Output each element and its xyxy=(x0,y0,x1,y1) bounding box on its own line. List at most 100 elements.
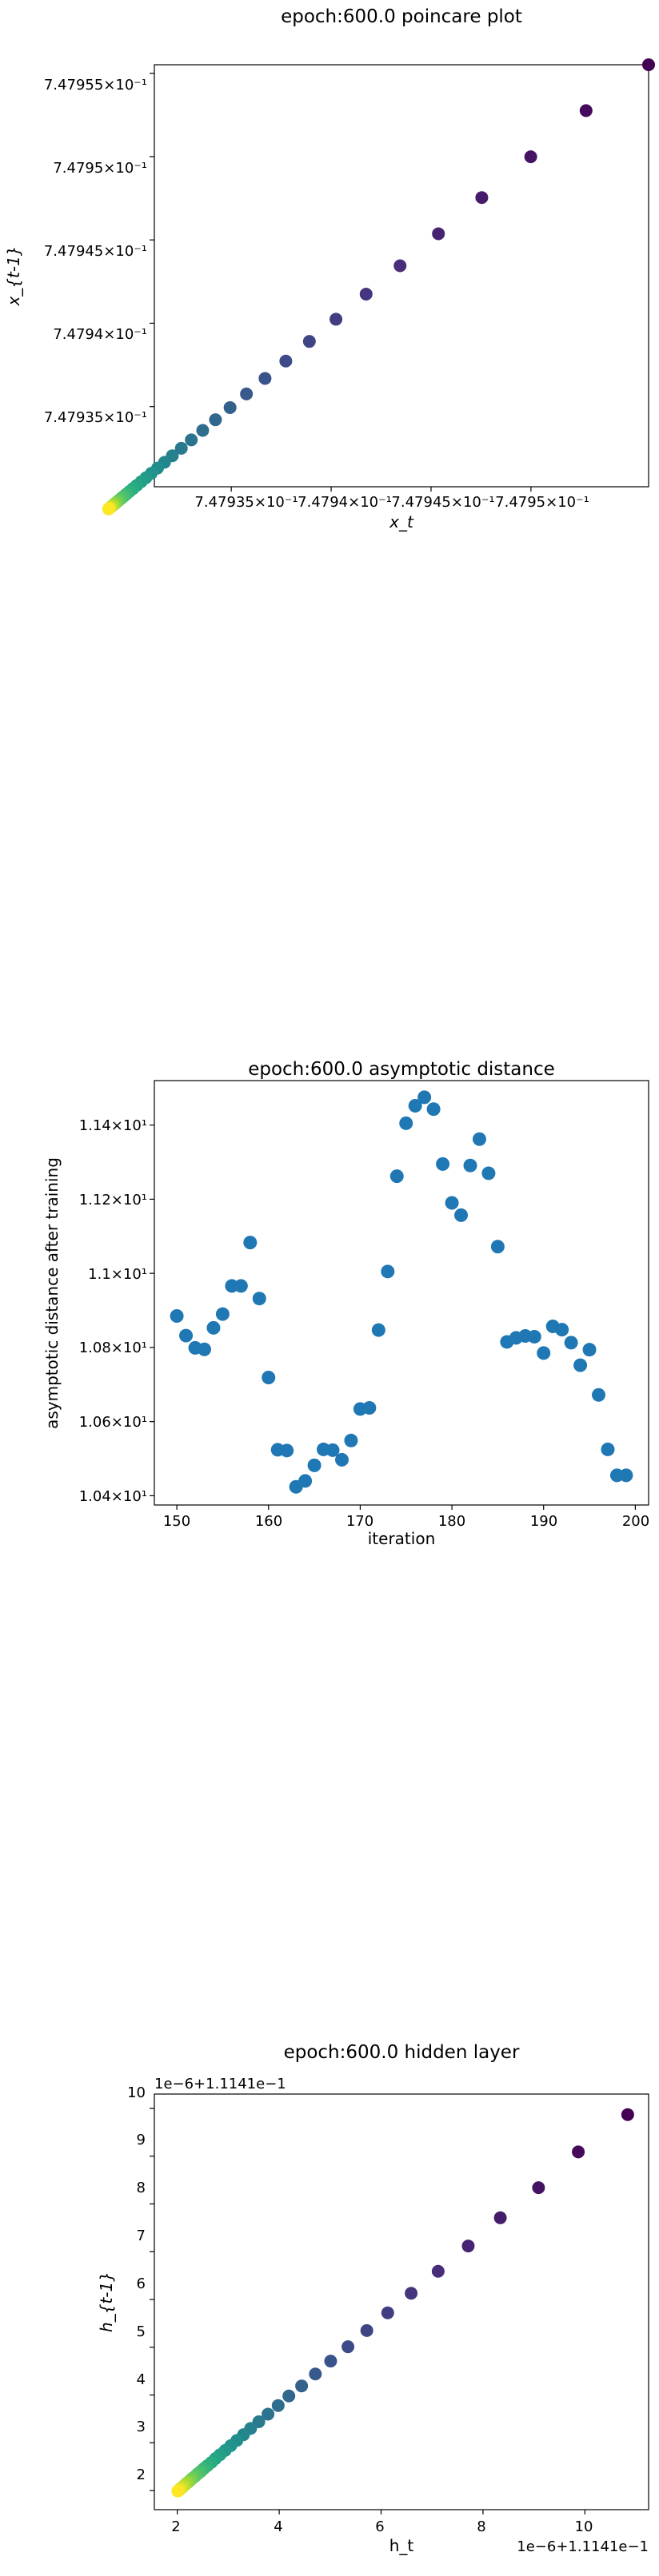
x-tick-label: 4 xyxy=(274,2518,282,2535)
data-point xyxy=(360,2323,373,2337)
x-tick-label: 180 xyxy=(438,1513,465,1530)
poincare-plot-chart: epoch:600.0 poincare plot 7.47935×10⁻¹ 7… xyxy=(4,6,655,532)
y-tick-label: 1.08×10¹ xyxy=(79,1340,147,1356)
data-point xyxy=(262,2407,275,2421)
data-point xyxy=(381,1264,395,1279)
data-point xyxy=(579,104,593,117)
y-tick-label: 7.47945×10⁻¹ xyxy=(44,243,147,260)
y-tick-label: 9 xyxy=(137,2132,146,2148)
data-point xyxy=(262,1370,276,1384)
data-point xyxy=(381,2306,394,2319)
data-point xyxy=(524,150,537,164)
x-tick-labels: 2 4 6 8 10 xyxy=(171,2518,593,2535)
data-point xyxy=(371,1323,385,1337)
data-point xyxy=(307,1458,322,1472)
y-tick-label: 4 xyxy=(137,2371,146,2388)
data-point xyxy=(619,1468,633,1483)
plot-frame xyxy=(154,64,649,488)
x-ticks xyxy=(230,487,532,492)
y-tick-label: 7.4795×10⁻¹ xyxy=(53,160,147,177)
data-point xyxy=(359,287,373,301)
data-point xyxy=(389,1169,404,1184)
x-axis-label: iteration xyxy=(368,1529,436,1548)
y-tick-label: 7.47955×10⁻¹ xyxy=(44,77,147,94)
data-point xyxy=(179,1328,194,1343)
y-tick-label: 8 xyxy=(137,2180,146,2196)
data-point xyxy=(408,1099,422,1113)
hidden-layer-chart: epoch:600.0 hidden layer 1e−6+1.1141e−1 … xyxy=(97,2042,649,2555)
data-point xyxy=(302,335,316,348)
data-point xyxy=(324,2355,337,2368)
data-point xyxy=(209,413,222,427)
data-point xyxy=(436,1157,450,1171)
y-tick-labels: 2 3 4 5 6 7 8 9 10 xyxy=(127,2084,146,2483)
data-point xyxy=(243,1236,258,1250)
x-tick-label: 7.47935×10⁻¹ xyxy=(194,494,298,511)
data-point xyxy=(461,2240,475,2253)
data-point xyxy=(463,1158,477,1173)
data-point xyxy=(279,354,293,368)
data-point xyxy=(475,191,489,205)
x-offset-label: 1e−6+1.1141e−1 xyxy=(517,2538,649,2555)
data-point xyxy=(445,1196,459,1210)
plot-frame xyxy=(154,2093,649,2510)
y-tick-label: 1.1×10¹ xyxy=(88,1266,147,1283)
data-point xyxy=(234,1279,248,1293)
y-tick-label: 3 xyxy=(137,2419,146,2435)
y-offset-label: 1e−6+1.1141e−1 xyxy=(154,2076,286,2092)
data-point xyxy=(527,1329,541,1344)
data-point xyxy=(537,1346,551,1360)
y-tick-label: 1.06×10¹ xyxy=(79,1414,147,1431)
y-axis-label: h_{t-1} xyxy=(97,2271,116,2332)
data-point xyxy=(582,1343,597,1357)
data-point xyxy=(362,1400,377,1415)
x-axis-label: x_t xyxy=(389,512,414,532)
data-point xyxy=(393,259,407,273)
chart-title: epoch:600.0 asymptotic distance xyxy=(248,1059,555,1080)
chart-title: epoch:600.0 poincare plot xyxy=(281,6,522,27)
data-point xyxy=(493,2211,507,2224)
y-axis-label: x_{t-1} xyxy=(4,245,23,306)
data-point xyxy=(171,2484,185,2498)
data-point xyxy=(555,1323,569,1337)
y-tick-label: 10 xyxy=(127,2084,146,2101)
x-tick-label: 7.4794×10⁻¹ xyxy=(298,494,392,511)
data-point xyxy=(326,1443,340,1457)
data-point xyxy=(621,2108,634,2121)
x-tick-label: 10 xyxy=(575,2518,593,2535)
data-point xyxy=(295,2379,309,2393)
data-point xyxy=(472,1132,486,1146)
data-point xyxy=(592,1388,606,1402)
data-point xyxy=(532,2181,545,2195)
x-tick-label: 8 xyxy=(477,2518,485,2535)
data-point xyxy=(426,1102,441,1117)
data-point xyxy=(170,1308,184,1323)
data-point xyxy=(196,424,210,437)
y-tick-label: 2 xyxy=(137,2467,146,2483)
x-tick-label: 160 xyxy=(255,1513,282,1530)
data-points xyxy=(170,1090,633,1494)
data-point xyxy=(280,1443,294,1458)
y-tick-labels: 1.04×10¹ 1.06×10¹ 1.08×10¹ 1.1×10¹ 1.12×… xyxy=(79,1117,147,1505)
data-point xyxy=(454,1208,469,1222)
x-tick-label: 200 xyxy=(622,1513,649,1530)
data-point xyxy=(258,372,272,385)
y-axis-label: asymptotic distance after training xyxy=(42,1157,62,1429)
data-point xyxy=(240,387,254,400)
data-point xyxy=(399,1116,413,1130)
data-point xyxy=(601,1442,615,1456)
data-point xyxy=(252,1292,266,1306)
x-tick-label: 7.4795×10⁻¹ xyxy=(495,494,589,511)
data-point xyxy=(642,58,655,71)
x-tick-label: 170 xyxy=(346,1513,373,1530)
data-point xyxy=(206,1320,221,1335)
data-point xyxy=(298,1474,313,1488)
data-point xyxy=(572,2145,585,2159)
data-point xyxy=(185,433,198,447)
data-point xyxy=(344,1433,358,1447)
x-ticks xyxy=(177,2510,585,2514)
chart-title: epoch:600.0 hidden layer xyxy=(284,2042,520,2063)
data-point xyxy=(215,1307,230,1321)
x-tick-label: 2 xyxy=(171,2518,180,2535)
y-ticks xyxy=(150,73,154,408)
